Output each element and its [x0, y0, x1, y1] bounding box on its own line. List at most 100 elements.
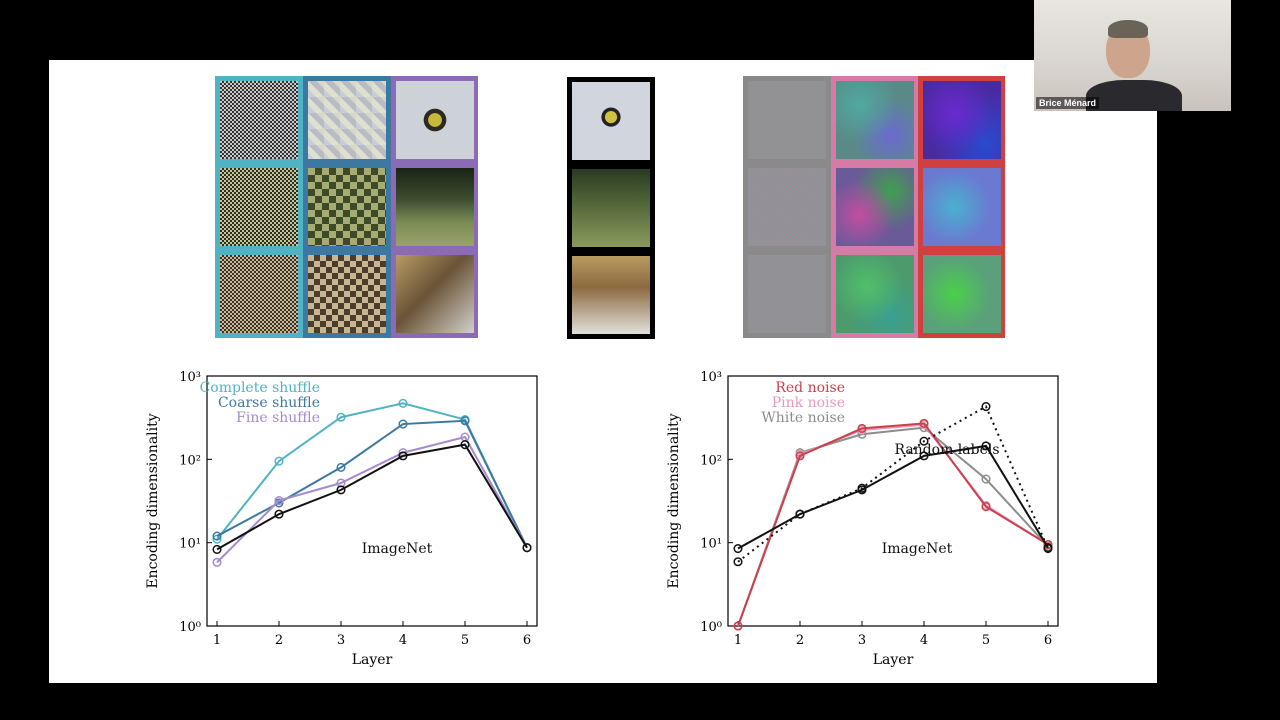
data-point — [274, 496, 284, 506]
data-point — [981, 474, 991, 484]
y-tick-label: 10⁰ — [179, 620, 201, 635]
data-point — [733, 543, 743, 554]
y-tick-label: 10² — [700, 453, 722, 468]
coarse-dog-tile — [308, 168, 386, 246]
y-tick-label: 10² — [179, 453, 201, 468]
data-point — [398, 451, 408, 461]
legend-entry: White noise — [761, 410, 845, 426]
data-point — [336, 412, 346, 422]
noise-image-tile — [220, 168, 298, 246]
data-point — [460, 440, 470, 450]
data-point — [981, 401, 991, 412]
red-noise-tile — [923, 168, 1001, 246]
data-point — [212, 531, 222, 541]
data-point — [857, 423, 867, 433]
fine-hall-tile — [396, 255, 474, 333]
series-line-white-noise — [737, 426, 1049, 627]
y-tick-label: 10³ — [700, 370, 722, 385]
data-point — [981, 502, 991, 512]
white-noise-tile — [748, 255, 826, 333]
x-tick-label: 3 — [337, 633, 345, 648]
fine-dog-tile — [396, 168, 474, 246]
series-line-imagenet — [737, 444, 1049, 550]
legend-entry: Fine shuffle — [236, 410, 320, 426]
data-point — [336, 462, 346, 472]
y-tick-label: 10⁰ — [700, 620, 722, 635]
series-annotation: Random labels — [894, 442, 999, 458]
white-noise-tile — [748, 81, 826, 159]
series-annotation: ImageNet — [362, 541, 433, 557]
data-point — [919, 451, 929, 461]
fine-spider-tile — [396, 81, 474, 159]
data-point — [460, 416, 470, 426]
x-tick-label: 2 — [275, 633, 283, 648]
person-shirt — [1086, 80, 1182, 111]
series-line-fine-shuffle — [216, 435, 528, 564]
x-tick-label: 1 — [734, 633, 742, 648]
coarse-hall-tile — [308, 255, 386, 333]
x-tick-label: 2 — [796, 633, 804, 648]
data-point — [212, 544, 222, 554]
y-axis-label: Encoding dimensionality — [666, 413, 682, 588]
pink-noise-tile — [836, 81, 914, 159]
data-point — [398, 398, 408, 408]
data-point — [274, 456, 284, 466]
data-point — [336, 485, 346, 495]
data-point — [212, 557, 222, 567]
data-point — [981, 441, 991, 451]
data-point — [398, 419, 408, 429]
x-tick-label: 6 — [1044, 633, 1052, 648]
data-point — [1043, 539, 1053, 550]
red-noise-tile — [923, 255, 1001, 333]
data-point — [733, 621, 743, 631]
data-point — [919, 436, 929, 446]
y-tick-label: 10³ — [179, 370, 201, 385]
x-tick-label: 5 — [982, 633, 990, 648]
series-line-coarse-shuffle — [216, 419, 528, 549]
data-point — [1043, 543, 1053, 553]
original-image-column — [567, 77, 655, 339]
legend-entry: Pink noise — [772, 395, 845, 411]
x-tick-label: 3 — [858, 633, 866, 648]
hall-image — [572, 256, 650, 334]
legend-entry: Coarse shuffle — [218, 395, 320, 411]
legend-entry: Red noise — [775, 380, 845, 396]
dog-image — [572, 169, 650, 247]
x-axis-label: Layer — [873, 652, 914, 668]
series-annotation: ImageNet — [882, 541, 953, 557]
x-tick-label: 4 — [920, 633, 928, 648]
x-tick-label: 4 — [399, 633, 407, 648]
data-point — [522, 543, 532, 553]
x-tick-label: 1 — [213, 633, 221, 648]
pink-noise-tile — [836, 255, 914, 333]
webcam-video-tile: Brice Ménard — [1034, 0, 1231, 111]
y-tick-label: 10¹ — [700, 537, 722, 552]
data-point — [274, 509, 284, 519]
spider-image — [572, 82, 650, 160]
noise-image-grid — [743, 76, 1005, 338]
noise-dimensionality-chart: 10⁰ 10¹ 10² 10³ 1 2 3 4 5 6 Layer Encoding dimensio… — [666, 370, 1059, 668]
shuffle-dimensionality-chart: 10⁰ 10¹ 10² 10³ 1 2 3 4 5 6 Layer Encoding dimensio… — [145, 370, 538, 668]
x-tick-label: 5 — [461, 633, 469, 648]
data-point — [795, 451, 805, 461]
series-line-random-labels — [737, 405, 1049, 563]
series-line-pink-noise — [737, 423, 1049, 627]
noise-image-tile — [220, 81, 298, 159]
coarse-spider-tile — [308, 81, 386, 159]
red-noise-tile — [923, 81, 1001, 159]
series-line-red-noise — [737, 422, 1049, 627]
x-tick-label: 6 — [523, 633, 531, 648]
x-axis-label: Layer — [352, 652, 393, 668]
noise-image-tile — [220, 255, 298, 333]
data-point — [857, 485, 867, 495]
y-tick-label: 10¹ — [179, 537, 201, 552]
pink-noise-tile — [836, 168, 914, 246]
person-hair — [1108, 20, 1148, 38]
participant-name-label: Brice Ménard — [1036, 97, 1100, 109]
data-point — [733, 557, 743, 567]
slide: 10⁰ 10¹ 10² 10³ 1 2 3 4 5 6 Layer Encoding dimensio… — [49, 60, 1157, 683]
legend-entry: Complete shuffle — [200, 380, 320, 396]
plot-frame — [727, 375, 1059, 627]
series-line-imagenet — [216, 443, 528, 551]
y-axis-label: Encoding dimensionality — [145, 413, 161, 588]
